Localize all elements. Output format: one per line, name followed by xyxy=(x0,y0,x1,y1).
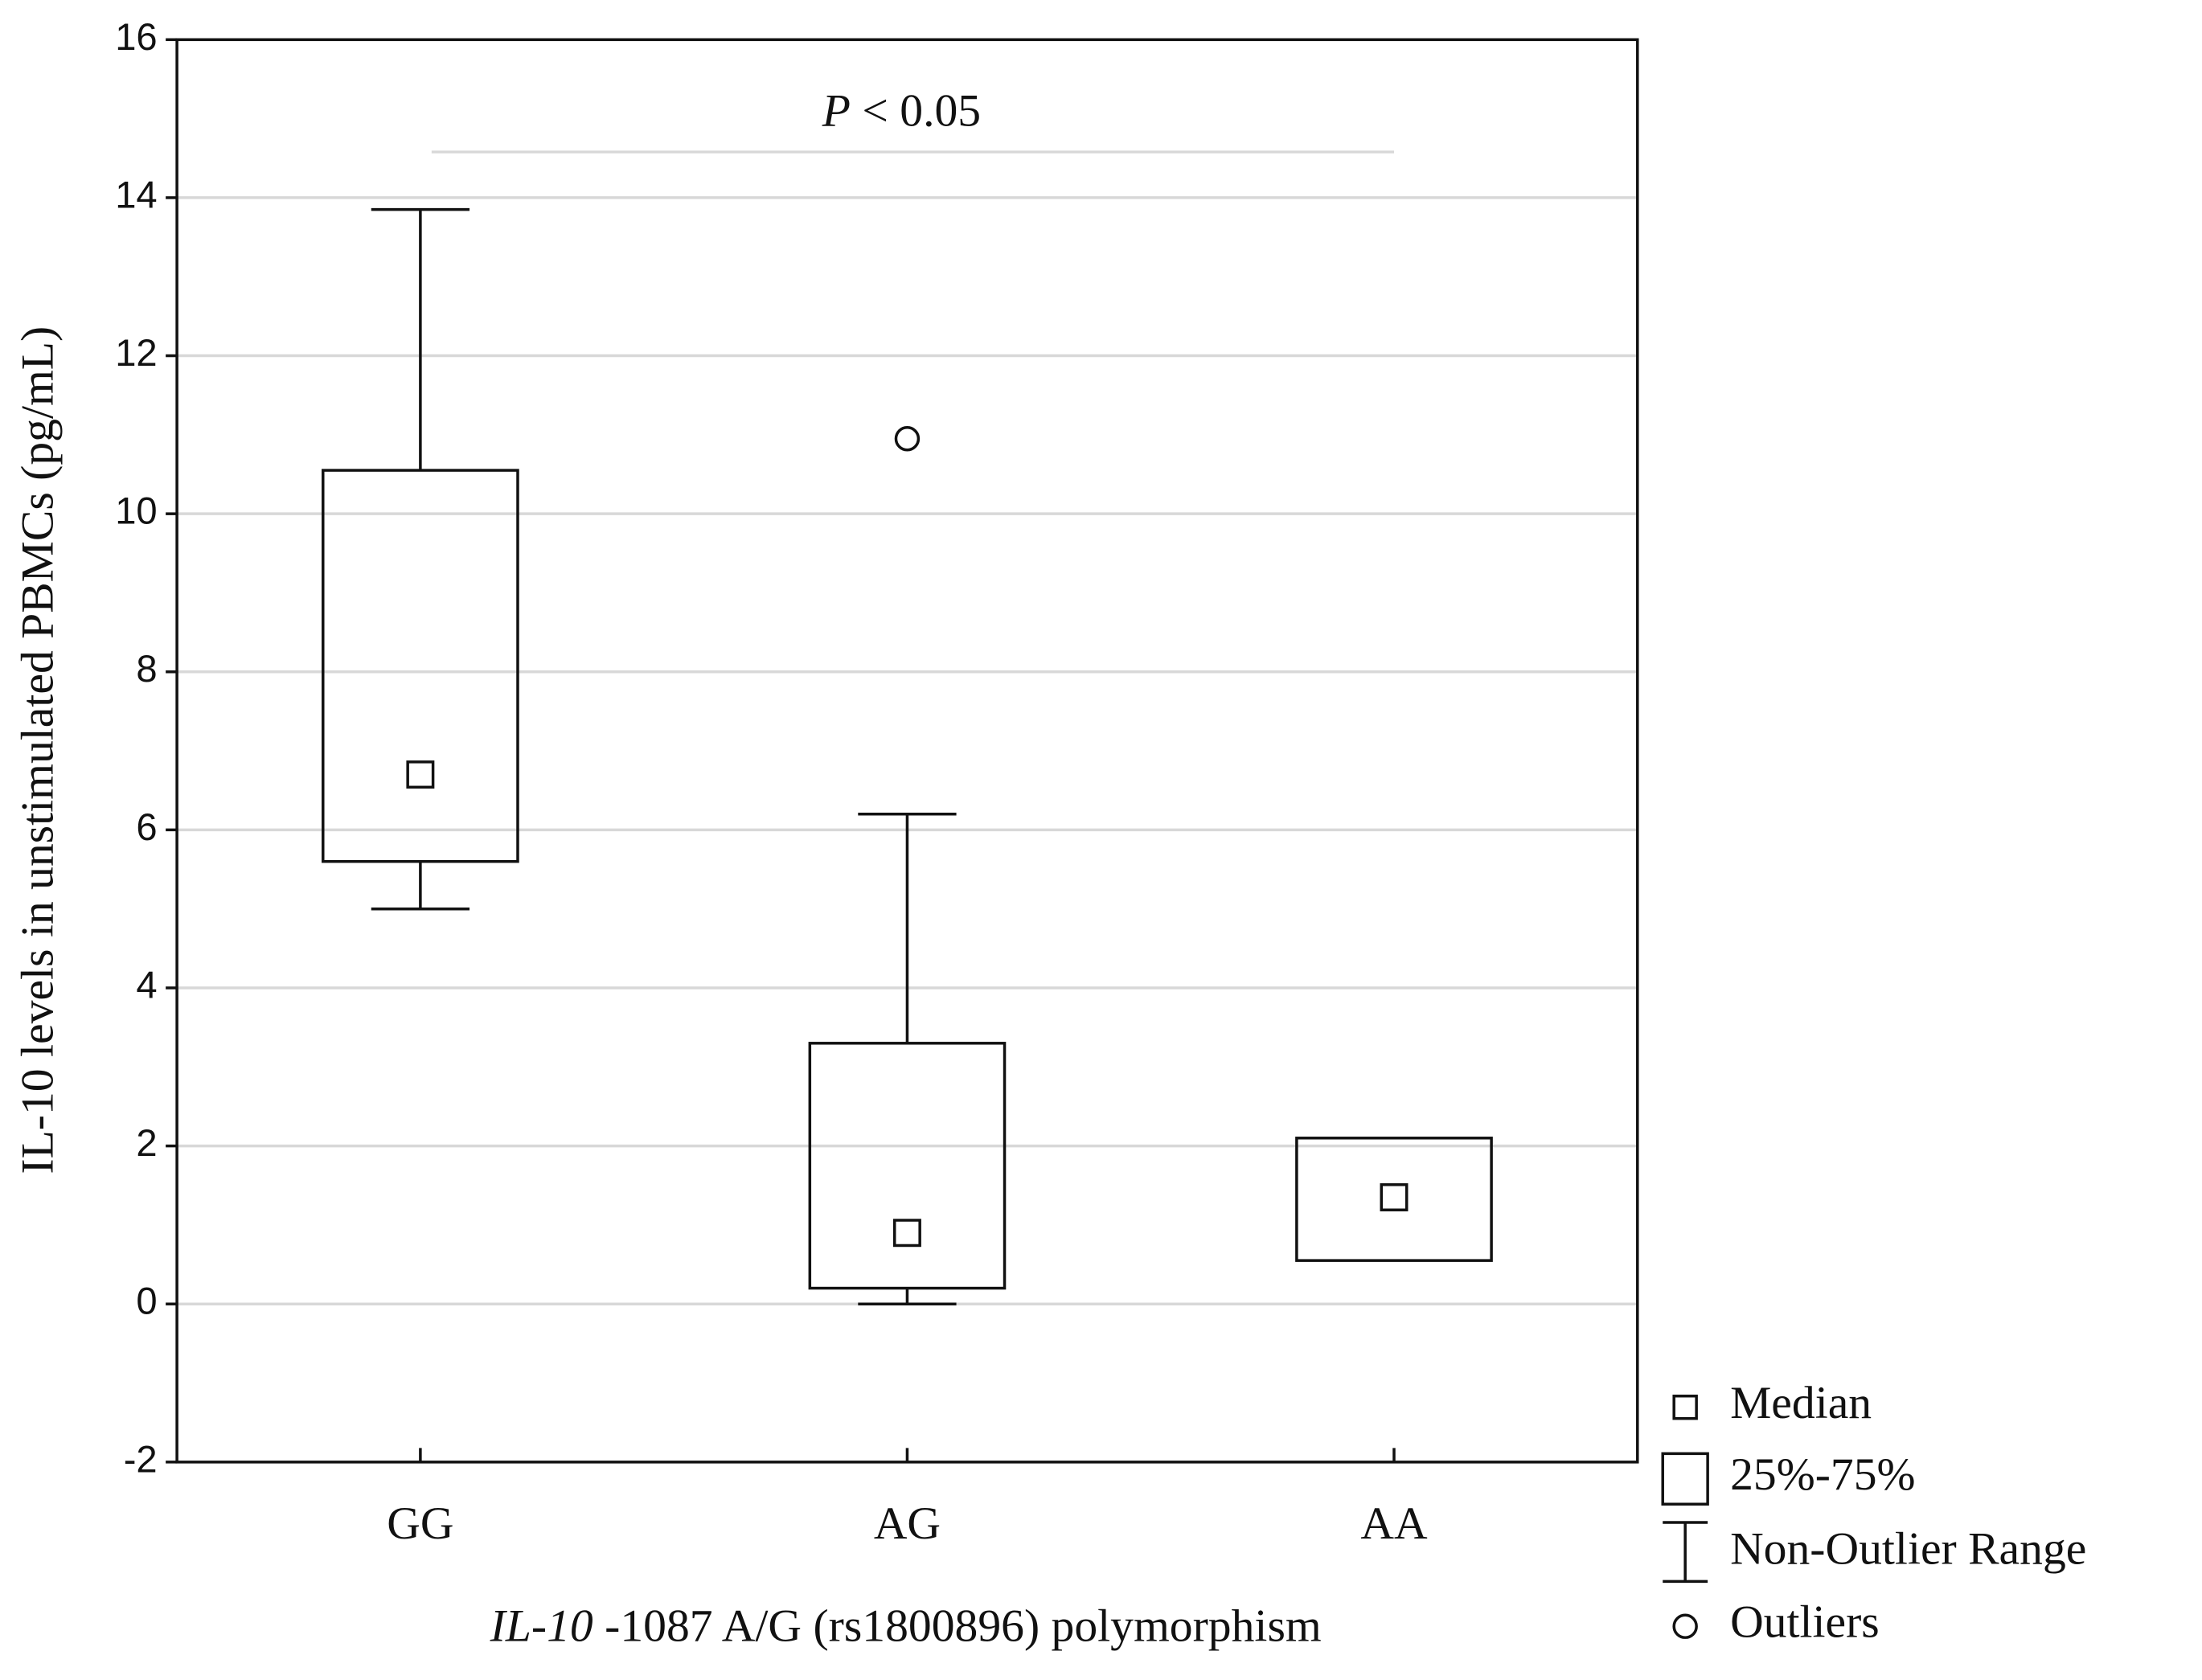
y-tick-label: 8 xyxy=(136,647,157,690)
x-tick-label: AA xyxy=(1360,1498,1428,1549)
x-tick-label: GG xyxy=(387,1498,453,1549)
box xyxy=(322,469,519,863)
y-axis-label: IL-10 levels in unstimulated PBMCs (pg/m… xyxy=(13,326,64,1174)
median xyxy=(1380,1183,1409,1211)
box xyxy=(808,1042,1007,1290)
legend-box-icon xyxy=(1661,1452,1709,1506)
x-axis-label-text: -1087 A/G (rs1800896) polymorphism xyxy=(605,1601,1322,1652)
x-axis-label: IL-10 -1087 A/G (rs1800896) polymorphism xyxy=(490,1601,1322,1652)
legend-label: Median xyxy=(1730,1378,1872,1428)
y-tick-label: -2 xyxy=(124,1437,158,1480)
y-tick-label: 10 xyxy=(115,490,157,532)
annotation: P < 0.05 xyxy=(822,86,981,137)
legend-median-icon xyxy=(1672,1394,1698,1420)
y-tick-label: 6 xyxy=(136,805,157,848)
legend-label: Outliers xyxy=(1730,1596,1880,1647)
annotation-italic: P xyxy=(822,86,851,137)
legend-outlier-icon xyxy=(1672,1613,1698,1639)
plot-frame xyxy=(175,38,1639,1464)
x-tick-label: AG xyxy=(874,1498,941,1549)
y-tick-label: 4 xyxy=(136,963,157,1006)
y-tick-label: 0 xyxy=(136,1280,157,1322)
y-tick-label: 12 xyxy=(115,331,157,374)
y-tick-label: 2 xyxy=(136,1121,157,1164)
median xyxy=(892,1219,921,1248)
legend-label: Non-Outlier Range xyxy=(1730,1524,2086,1575)
outlier xyxy=(894,426,921,452)
annotation-text: < 0.05 xyxy=(862,86,981,137)
y-tick-label: 16 xyxy=(115,15,157,58)
legend-label: 25%-75% xyxy=(1730,1449,1915,1500)
box xyxy=(1295,1137,1493,1262)
x-axis-label-italic: IL-10 xyxy=(490,1601,593,1652)
median xyxy=(406,760,435,789)
y-tick-label: 14 xyxy=(115,173,157,215)
